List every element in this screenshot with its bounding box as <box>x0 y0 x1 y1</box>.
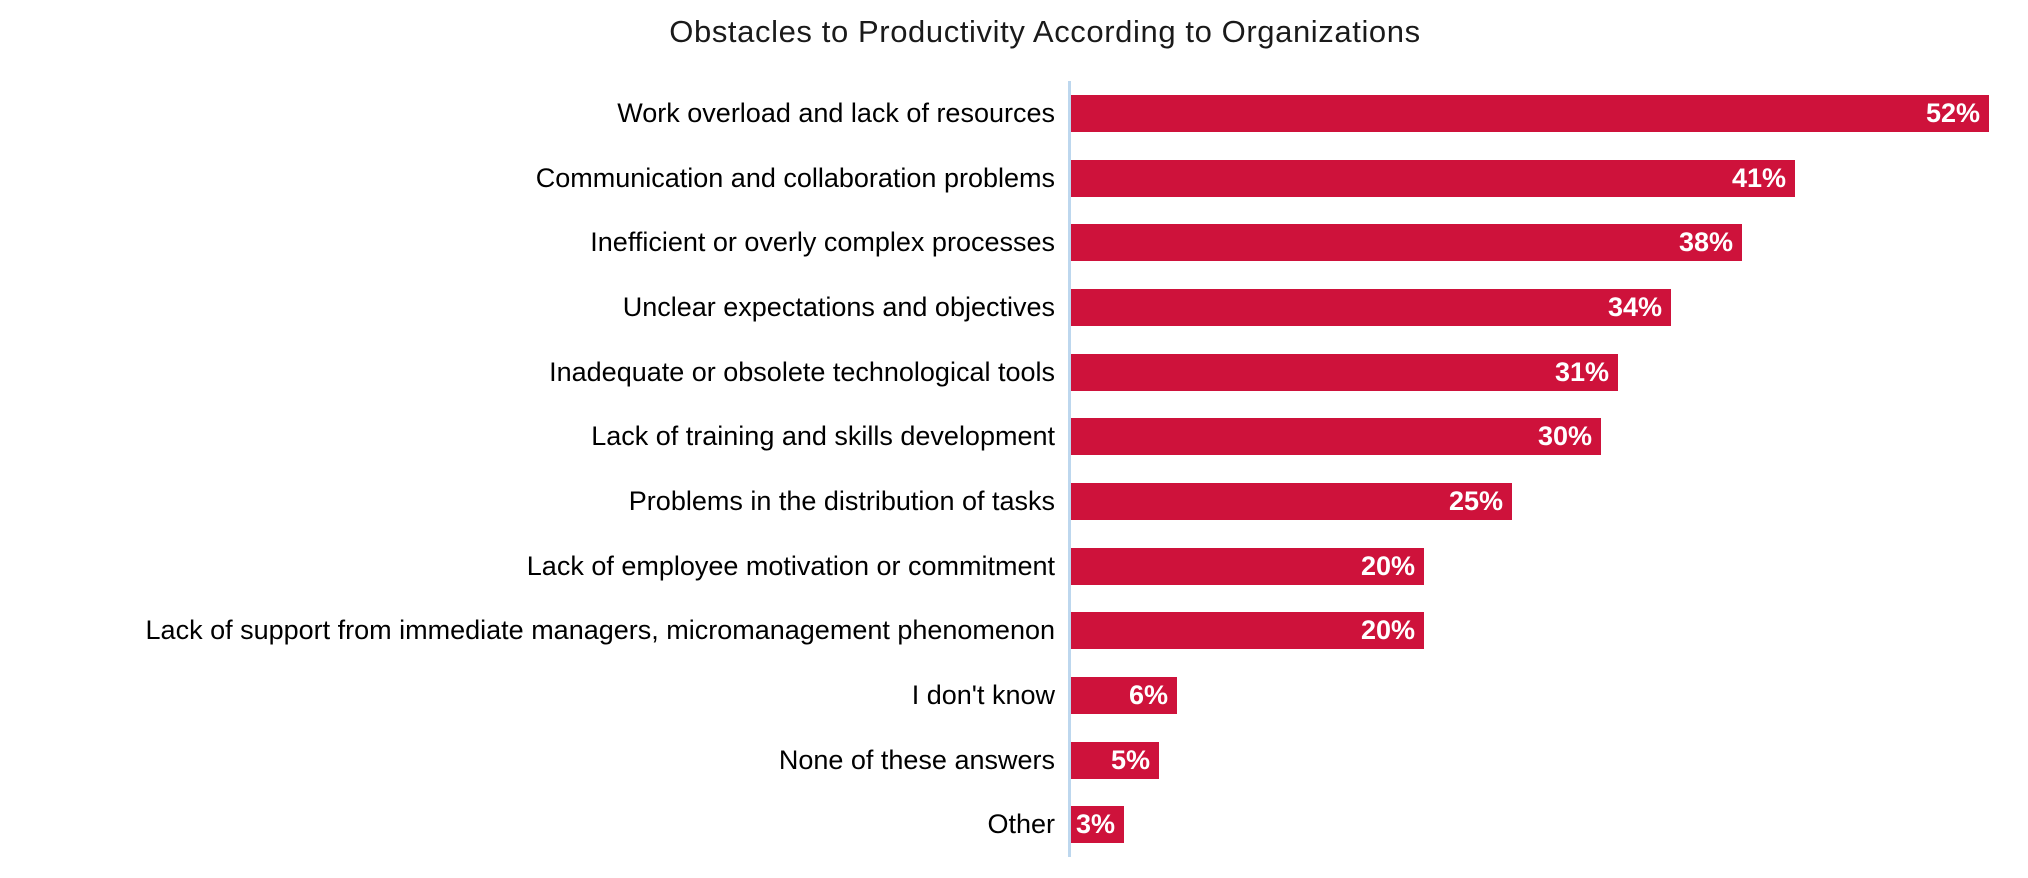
chart-row: Lack of support from immediate managers,… <box>0 598 2028 664</box>
value-label: 20% <box>1360 615 1415 646</box>
value-label: 31% <box>1554 356 1609 387</box>
bar-track: 25% <box>1068 469 2028 534</box>
bar: 6% <box>1071 676 1177 714</box>
bar: 3% <box>1071 806 1124 844</box>
bar-track: 30% <box>1068 404 2028 470</box>
bar: 30% <box>1071 418 1601 456</box>
category-label: Problems in the distribution of tasks <box>628 485 1055 516</box>
bar: 31% <box>1071 353 1618 391</box>
chart-row: Unclear expectations and objectives 34% <box>0 275 2028 340</box>
category-label: Lack of support from immediate managers,… <box>145 615 1055 646</box>
chart-row: Problems in the distribution of tasks 25% <box>0 469 2028 534</box>
category-label: Work overload and lack of resources <box>617 97 1055 128</box>
value-label: 3% <box>1075 809 1115 840</box>
value-label: 6% <box>1128 679 1168 710</box>
bar-track: 38% <box>1068 210 2028 276</box>
bar: 34% <box>1071 288 1671 326</box>
plot-area: Work overload and lack of resources 52% Co… <box>0 81 2028 858</box>
bar-track: 5% <box>1068 727 2028 793</box>
category-label: I don't know <box>911 679 1055 710</box>
value-label: 25% <box>1448 485 1503 516</box>
bar-track: 20% <box>1068 598 2028 664</box>
value-label: 41% <box>1731 162 1786 193</box>
bar: 41% <box>1071 159 1795 197</box>
category-label: Lack of employee motivation or commitmen… <box>526 550 1055 581</box>
bar-track: 52% <box>1068 81 2028 146</box>
bar: 20% <box>1071 547 1424 585</box>
category-label: Unclear expectations and objectives <box>622 291 1055 322</box>
chart-title: Obstacles to Productivity According to O… <box>669 14 1421 49</box>
category-label: None of these answers <box>778 744 1055 775</box>
bar: 20% <box>1071 612 1424 650</box>
chart-row: None of these answers 5% <box>0 727 2028 793</box>
bar-track: 31% <box>1068 339 2028 405</box>
chart-row: Other 3% <box>0 792 2028 858</box>
chart-row: I don't know 6% <box>0 663 2028 728</box>
bar-track: 20% <box>1068 533 2028 599</box>
value-label: 52% <box>1925 97 1980 128</box>
bar: 52% <box>1071 94 1989 132</box>
bar-track: 6% <box>1068 663 2028 728</box>
chart-row: Inefficient or overly complex processes 3… <box>0 210 2028 276</box>
chart-row: Work overload and lack of resources 52% <box>0 81 2028 146</box>
category-label: Lack of training and skills development <box>591 421 1055 452</box>
chart-row: Lack of employee motivation or commitmen… <box>0 533 2028 599</box>
value-label: 38% <box>1678 227 1733 258</box>
bar: 38% <box>1071 224 1742 262</box>
category-label: Inadequate or obsolete technological too… <box>549 356 1055 387</box>
chart-row: Inadequate or obsolete technological too… <box>0 339 2028 405</box>
bar: 25% <box>1071 482 1512 520</box>
category-label: Other <box>987 809 1055 840</box>
category-label: Inefficient or overly complex processes <box>590 227 1055 258</box>
bar: 5% <box>1071 741 1159 779</box>
chart-row: Communication and collaboration problems… <box>0 145 2028 211</box>
value-label: 5% <box>1110 744 1150 775</box>
value-label: 34% <box>1607 291 1662 322</box>
category-label: Communication and collaboration problems <box>535 162 1055 193</box>
bar-track: 3% <box>1068 792 2028 858</box>
chart-row: Lack of training and skills development 3… <box>0 404 2028 470</box>
value-label: 20% <box>1360 550 1415 581</box>
bar-track: 34% <box>1068 275 2028 340</box>
bar-track: 41% <box>1068 145 2028 211</box>
value-label: 30% <box>1537 421 1592 452</box>
